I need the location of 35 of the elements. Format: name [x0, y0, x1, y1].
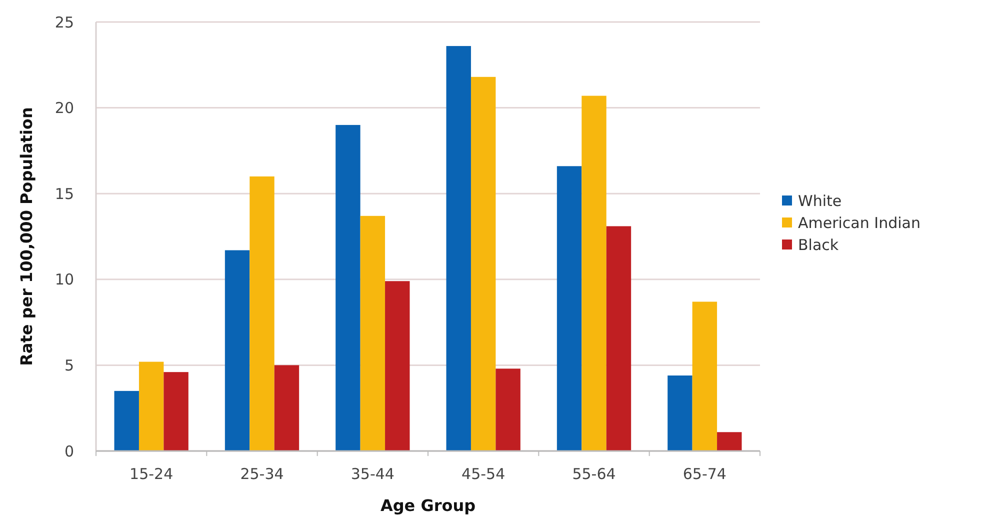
legend-label: White	[798, 192, 842, 210]
bar	[692, 302, 718, 451]
y-axis-title: Rate per 100,000 Population	[17, 107, 36, 366]
bar	[250, 176, 274, 451]
bar	[164, 372, 188, 451]
bar	[556, 166, 582, 451]
y-tick-label: 25	[54, 13, 74, 32]
bar	[496, 368, 520, 451]
bar	[224, 250, 250, 451]
x-tick-label: 65-74	[682, 465, 726, 483]
y-tick-label: 10	[54, 270, 74, 289]
legend-label: American Indian	[798, 214, 920, 232]
y-tick-label: 0	[64, 442, 74, 460]
bar	[385, 281, 410, 451]
bar	[138, 362, 164, 451]
y-tick-label: 15	[54, 184, 74, 203]
y-tick-label: 20	[54, 99, 74, 118]
y-tick-label: 5	[64, 356, 74, 374]
x-tick-label: 35-44	[350, 465, 394, 483]
x-tick-label: 25-34	[240, 465, 284, 483]
bar	[360, 216, 386, 451]
x-tick-label: 45-54	[462, 465, 506, 483]
x-tick-label: 55-64	[572, 465, 616, 483]
x-axis-title: Age Group	[380, 496, 476, 515]
bar	[606, 226, 632, 451]
bar	[582, 96, 606, 451]
bar	[336, 124, 360, 451]
bar	[470, 76, 496, 451]
x-tick-label: 15-24	[130, 465, 174, 483]
bar	[446, 46, 471, 451]
bar	[717, 432, 742, 451]
legend-label: Black	[798, 236, 839, 254]
bar	[114, 390, 139, 451]
bar	[274, 365, 300, 451]
bar	[668, 375, 692, 451]
